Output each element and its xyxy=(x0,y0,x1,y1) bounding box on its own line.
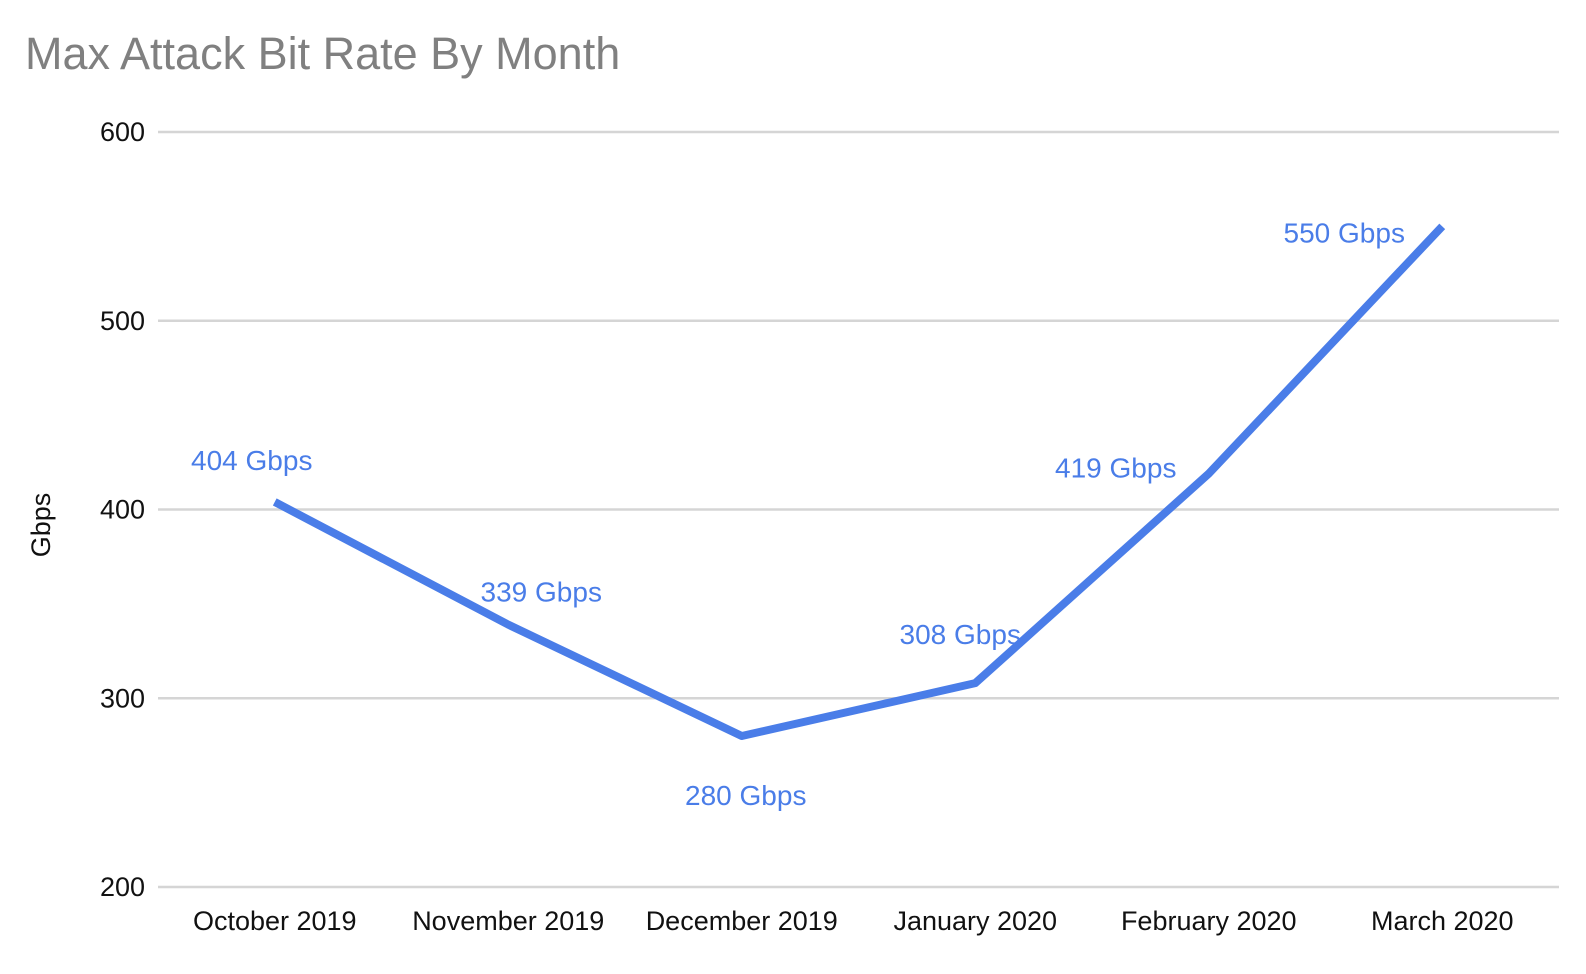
y-axis-tick-300: 300 xyxy=(100,683,145,713)
y-axis-title: Gbps xyxy=(26,493,56,558)
x-axis-label-5: March 2020 xyxy=(1371,906,1514,936)
y-axis-tick-400: 400 xyxy=(100,495,145,525)
data-label-3: 308 Gbps xyxy=(900,619,1021,650)
x-axis-label-2: December 2019 xyxy=(646,906,838,936)
data-label-2: 280 Gbps xyxy=(685,780,806,811)
data-label-5: 550 Gbps xyxy=(1284,217,1405,248)
y-axis-tick-600: 600 xyxy=(100,117,145,147)
x-axis-label-1: November 2019 xyxy=(412,906,604,936)
series-line xyxy=(272,223,1446,740)
data-label-4: 419 Gbps xyxy=(1055,453,1176,484)
y-axis-tick-500: 500 xyxy=(100,306,145,336)
x-axis-label-0: October 2019 xyxy=(193,906,357,936)
y-axis-tick-200: 200 xyxy=(100,872,145,902)
x-axis-label-3: January 2020 xyxy=(893,906,1057,936)
chart-title: Max Attack Bit Rate By Month xyxy=(25,28,621,79)
data-label-1: 339 Gbps xyxy=(481,577,602,608)
x-axis-label-4: February 2020 xyxy=(1121,906,1297,936)
data-label-0: 404 Gbps xyxy=(191,445,312,476)
